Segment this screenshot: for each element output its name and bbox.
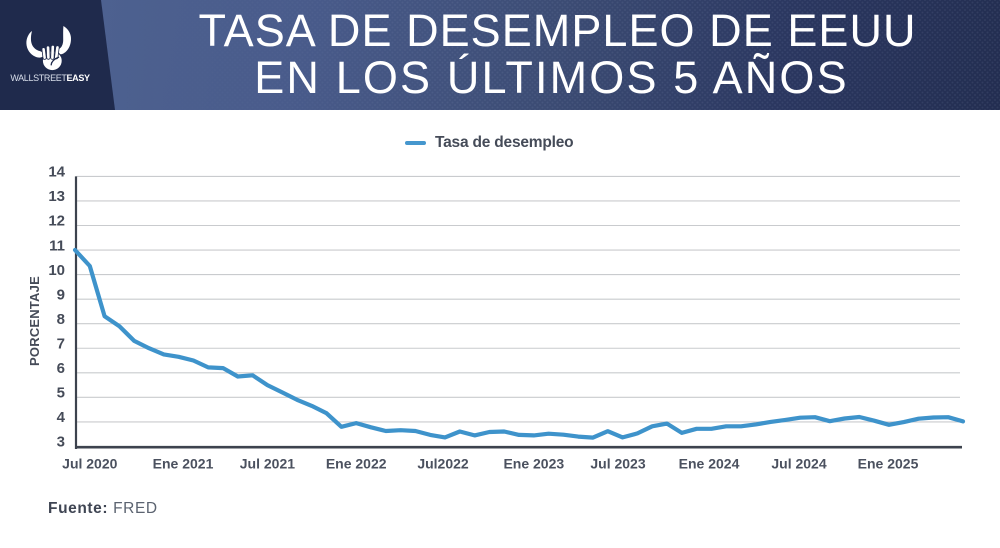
svg-text:8: 8 <box>57 311 65 328</box>
svg-text:Ene 2023: Ene 2023 <box>503 456 564 472</box>
svg-text:3: 3 <box>57 434 65 451</box>
svg-text:9: 9 <box>57 286 65 303</box>
svg-text:7: 7 <box>57 335 65 352</box>
svg-text:11: 11 <box>49 237 65 254</box>
svg-text:14: 14 <box>48 164 65 181</box>
svg-text:Jul 2023: Jul 2023 <box>590 456 645 472</box>
svg-text:4: 4 <box>57 409 66 426</box>
svg-text:PORCENTAJE: PORCENTAJE <box>27 276 42 366</box>
svg-text:6: 6 <box>57 360 65 377</box>
svg-text:Ene 2021: Ene 2021 <box>153 456 214 472</box>
svg-text:Jul 2024: Jul 2024 <box>771 456 826 472</box>
svg-text:5: 5 <box>57 385 65 402</box>
svg-text:Ene 2025: Ene 2025 <box>858 456 919 472</box>
svg-text:Jul2022: Jul2022 <box>417 456 469 472</box>
svg-text:Ene 2024: Ene 2024 <box>679 456 740 472</box>
svg-text:12: 12 <box>48 213 65 230</box>
svg-text:13: 13 <box>48 188 65 205</box>
svg-text:Ene 2022: Ene 2022 <box>326 456 387 472</box>
svg-text:Jul 2020: Jul 2020 <box>62 456 117 472</box>
svg-text:Jul 2021: Jul 2021 <box>240 456 295 472</box>
svg-text:10: 10 <box>48 262 65 279</box>
